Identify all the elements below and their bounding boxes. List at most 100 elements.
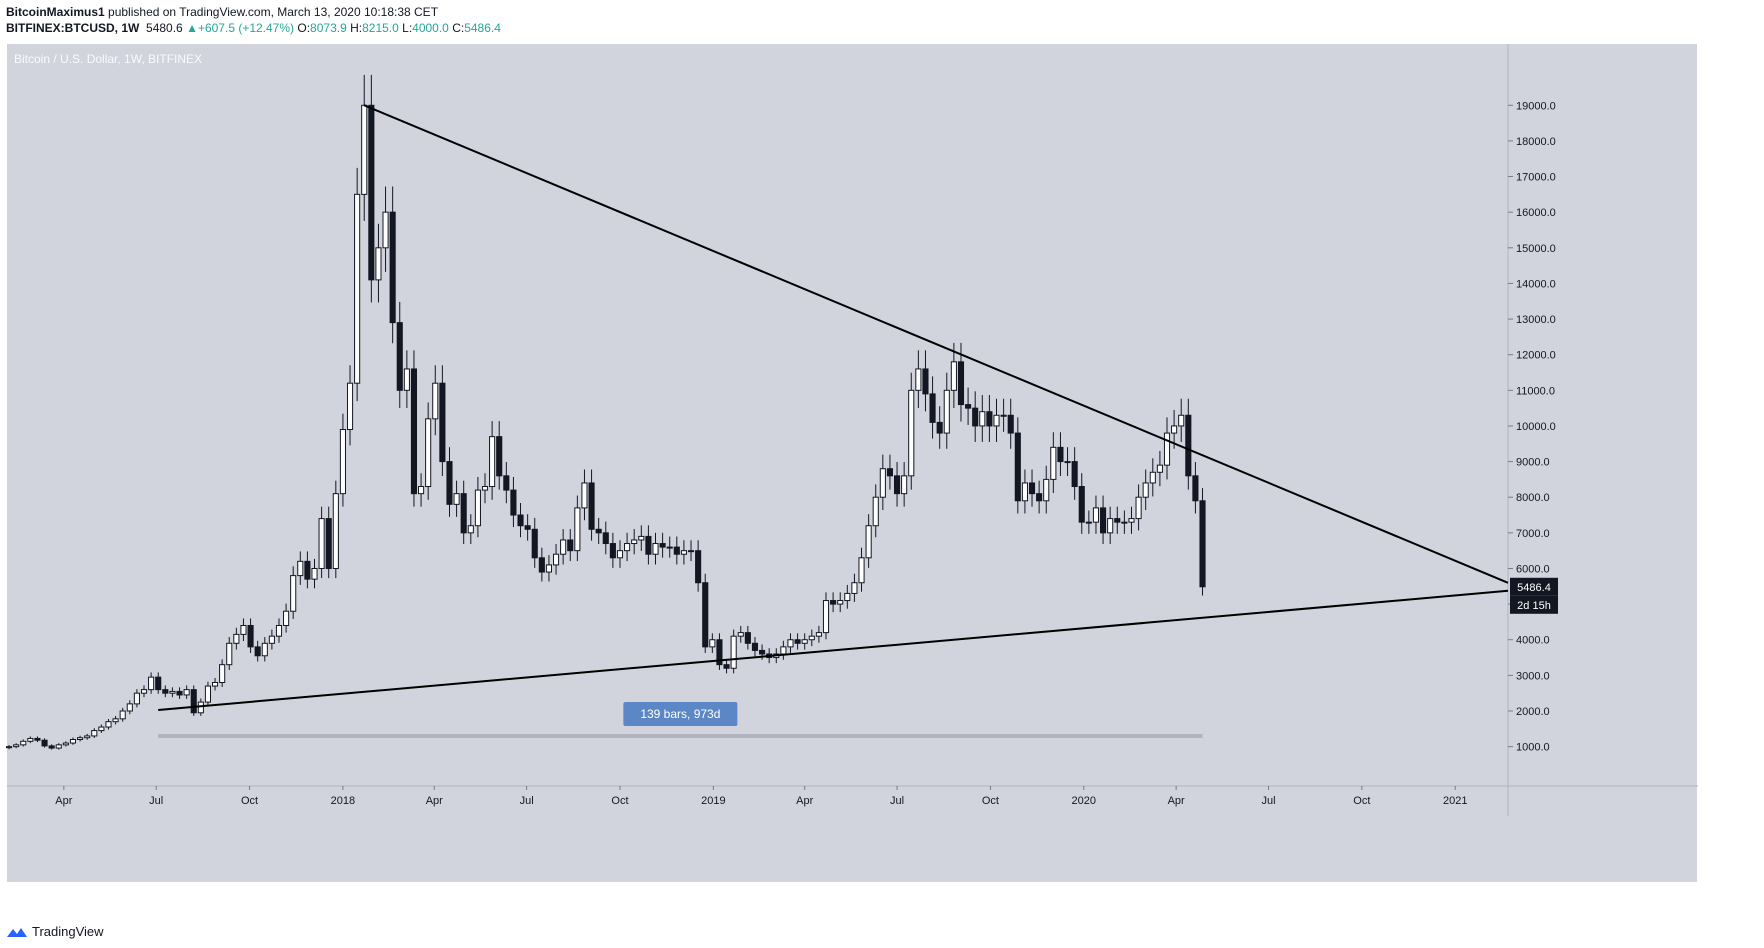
candle-down [510, 489, 517, 516]
candle-down [531, 528, 538, 559]
candle-up [211, 681, 219, 687]
candle-down [595, 528, 602, 534]
candle-up [631, 539, 638, 545]
last-price-label: 5486.4 [1517, 582, 1551, 594]
candle-up [837, 600, 844, 605]
candle-up [1000, 414, 1007, 417]
x-tick-label: Oct [611, 795, 628, 807]
candle-down [1007, 414, 1014, 434]
candle-down [190, 689, 197, 714]
candle-down [751, 642, 759, 651]
candle-down [396, 322, 403, 391]
candle-down [1114, 518, 1121, 523]
candle-up [993, 414, 1000, 427]
candle-down [965, 404, 972, 409]
candle-up [183, 689, 190, 696]
candle-up [133, 692, 140, 705]
candle-up [219, 664, 226, 683]
candle-down [702, 582, 709, 648]
candle-up [318, 518, 325, 569]
y-tick-label: 14000.0 [1516, 278, 1556, 290]
candle-up [290, 575, 297, 612]
candle-down [886, 468, 893, 477]
candle-up [382, 211, 389, 249]
candle-up [560, 539, 567, 555]
candle-up [879, 468, 886, 498]
candle-down [1036, 493, 1043, 502]
candle-up [297, 560, 304, 577]
x-tick-label: 2019 [701, 795, 725, 807]
footer-brand[interactable]: TradingView [6, 924, 104, 939]
x-tick-label: 2021 [1443, 795, 1467, 807]
candle-up [815, 632, 822, 637]
candle-up [943, 389, 950, 434]
y-tick-label: 10000.0 [1516, 421, 1556, 433]
candle-up [851, 582, 858, 594]
candle-up [105, 721, 112, 728]
candle-down [609, 543, 616, 559]
candle-up [581, 482, 588, 509]
candle-down [1185, 414, 1192, 477]
y-tick-label: 13000.0 [1516, 314, 1556, 326]
measure-label: 139 bars, 973d [640, 707, 720, 721]
candle-down [1014, 432, 1021, 502]
tradingview-logo-icon [7, 927, 27, 937]
candle-up [453, 493, 460, 505]
y-tick-label: 18000.0 [1516, 136, 1556, 148]
candle-up [354, 193, 361, 384]
candle-up [574, 507, 581, 552]
candle-down [1078, 486, 1085, 523]
candle-up [872, 496, 879, 527]
candle-down [794, 639, 801, 644]
candle-up [1021, 482, 1028, 502]
candle-down [716, 639, 723, 666]
candle-up [112, 718, 119, 723]
y-tick-label: 9000.0 [1516, 457, 1550, 469]
candle-up [375, 247, 382, 281]
candle-down [695, 550, 702, 584]
candle-up [1163, 432, 1171, 466]
countdown-label: 2d 15h [1517, 600, 1551, 612]
candle-up [268, 635, 275, 644]
candle-down [446, 461, 453, 505]
candle-up [226, 642, 233, 666]
y-tick-label: 6000.0 [1516, 563, 1550, 575]
candle-up [283, 610, 290, 626]
x-tick-label: Jul [890, 795, 904, 807]
candle-down [162, 689, 169, 694]
candle-down [936, 421, 943, 434]
y-tick-label: 4000.0 [1516, 635, 1550, 647]
candle-down [41, 739, 48, 747]
author-name[interactable]: BitcoinMaximus1 [6, 5, 105, 19]
candle-down [1028, 482, 1036, 495]
candle-up [908, 389, 915, 477]
candle-down [1057, 446, 1064, 463]
candle-up [1064, 461, 1071, 464]
candle-up [197, 701, 204, 714]
candle-up [624, 543, 631, 552]
chart-pane[interactable] [7, 44, 1697, 882]
candle-up [552, 553, 560, 566]
candle-up [169, 690, 176, 694]
candle-down [1192, 475, 1199, 502]
candle-down [830, 600, 837, 605]
candle-up [616, 550, 624, 559]
candle-up [346, 382, 354, 431]
y-tick-label: 16000.0 [1516, 207, 1556, 219]
x-tick-label: 2020 [1072, 795, 1096, 807]
y-tick-label: 2000.0 [1516, 706, 1550, 718]
candle-up [1149, 471, 1156, 484]
candle-down [368, 104, 375, 281]
candle-up [950, 361, 957, 391]
y-tick-label: 8000.0 [1516, 492, 1550, 504]
candle-up [1085, 521, 1092, 524]
candle-up [1107, 518, 1114, 534]
x-tick-label: Oct [982, 795, 999, 807]
close-value: 5486.4 [464, 21, 501, 35]
candle-up [474, 489, 481, 527]
y-tick-label: 3000.0 [1516, 670, 1550, 682]
close-label: C: [452, 21, 465, 35]
candle-down [929, 393, 936, 423]
candle-down [439, 382, 446, 463]
